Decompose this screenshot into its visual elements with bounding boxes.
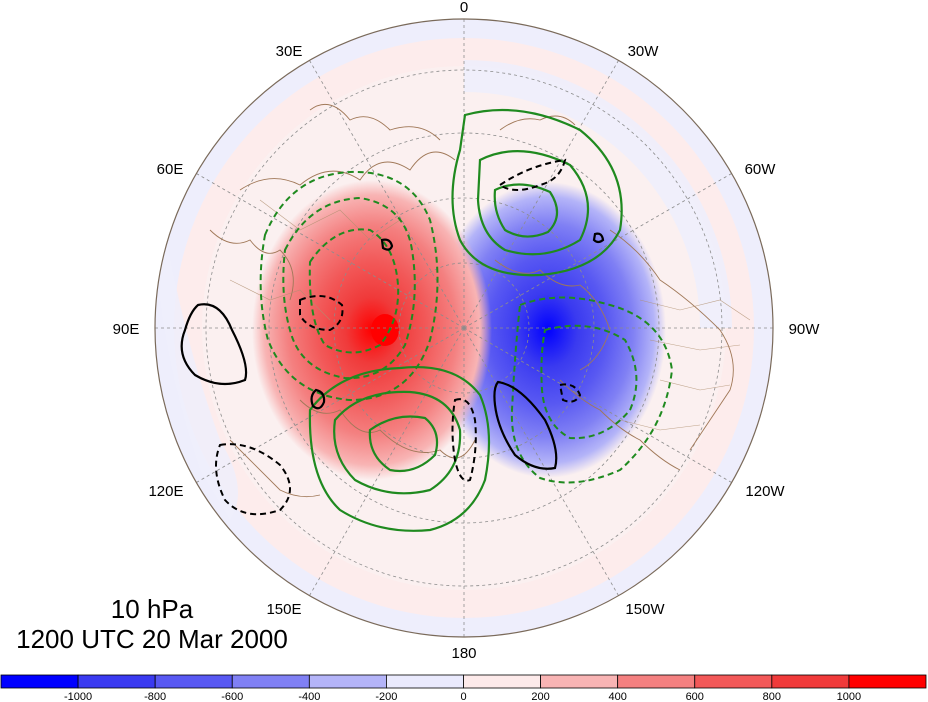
colorbar-tick-label: 1000 xyxy=(837,691,861,702)
black-dashed-far-west xyxy=(215,443,291,516)
lon-label-60e: 60E xyxy=(157,161,184,178)
coastline-europe xyxy=(239,151,456,191)
coastline-north-america xyxy=(609,229,734,451)
contour-north-inner xyxy=(493,183,559,238)
coastline-asia-west xyxy=(209,229,294,301)
map-disk xyxy=(155,19,773,637)
colorbar-tick-label: -400 xyxy=(298,691,320,702)
colorbar-tick-label: 600 xyxy=(686,691,704,702)
longitude-labels: 0 30W 60W 90W 120W 150W 180 150E 120E 90… xyxy=(113,0,821,662)
black-contour-small-1 xyxy=(310,388,326,410)
black-dashed-contours xyxy=(215,158,582,516)
coastline-canada xyxy=(559,379,681,471)
map-boundary xyxy=(154,18,774,638)
contour-south-mid xyxy=(333,390,462,495)
coastline-east-asia xyxy=(229,439,321,498)
black-contours xyxy=(180,232,605,470)
lon-label-180: 180 xyxy=(451,645,476,662)
contour-north-outer xyxy=(451,108,623,277)
political-borders xyxy=(229,199,751,431)
colorbar: -1000 -800 -600 -400 -200 0 200 400 600 800 1000 xyxy=(0,674,927,702)
contour-west-mid xyxy=(282,196,416,380)
black-contour-small-2 xyxy=(380,238,394,251)
colorbar-swatch xyxy=(0,674,79,689)
coastline-iceland xyxy=(499,115,576,131)
colorbar-tick-label: 400 xyxy=(608,691,626,702)
lon-label-150w: 150W xyxy=(625,601,665,618)
lon-label-30w: 30W xyxy=(628,43,660,60)
black-dashed-south xyxy=(451,398,477,482)
lon-label-90e: 90E xyxy=(113,321,140,338)
colorbar-swatch xyxy=(848,674,927,689)
black-contour-90e xyxy=(180,303,248,386)
contour-north-mid xyxy=(476,150,590,256)
colorbar-swatch xyxy=(771,674,850,689)
black-contour-small-3 xyxy=(592,232,605,244)
pressure-level-title: 10 hPa xyxy=(111,594,194,624)
contour-east-outer xyxy=(510,296,674,484)
lon-label-150e: 150E xyxy=(266,601,301,618)
coastline-scandinavia xyxy=(309,103,441,141)
contour-west-outer xyxy=(259,170,439,402)
light-negative-west-band xyxy=(160,200,238,520)
lon-label-90w: 90W xyxy=(789,321,821,338)
lon-label-30e: 30E xyxy=(276,43,303,60)
black-dashed-small xyxy=(558,383,582,403)
colorbar-swatch xyxy=(386,674,464,689)
lon-label-60w: 60W xyxy=(745,161,777,178)
positive-contours-solid xyxy=(308,108,623,532)
lon-label-120w: 120W xyxy=(745,483,785,500)
coastlines xyxy=(209,103,734,498)
colorbar-swatch xyxy=(154,674,233,689)
black-dashed-west xyxy=(299,295,344,332)
date-time-title: 1200 UTC 20 Mar 2000 xyxy=(16,624,288,654)
coastline-siberia xyxy=(299,399,476,459)
light-negative-sector xyxy=(464,60,732,328)
contour-west-inner xyxy=(308,228,400,354)
colorbar-swatch xyxy=(308,674,387,689)
colorbar-swatch xyxy=(617,674,696,689)
colorbar-swatch xyxy=(231,674,310,689)
contour-south-outer xyxy=(308,366,491,532)
lon-label-120e: 120E xyxy=(148,483,183,500)
contour-south-inner xyxy=(368,415,439,473)
negative-contours-dashed xyxy=(259,170,674,484)
colorbar-tick-label: 800 xyxy=(763,691,781,702)
colorbar-swatch xyxy=(463,674,541,689)
colorbar-tick-label: 200 xyxy=(531,691,549,702)
colorbar-swatch xyxy=(694,674,773,689)
colorbar-tick-label: -800 xyxy=(144,691,166,702)
colorbar-tick-label: -200 xyxy=(375,691,397,702)
colorbar-tick-label: 0 xyxy=(460,691,466,702)
colorbar-tick-label: -1000 xyxy=(64,691,92,702)
contour-east-inner xyxy=(540,324,638,440)
coastline-greenland xyxy=(494,259,611,371)
lon-label-0: 0 xyxy=(460,0,468,16)
colorbar-swatch xyxy=(540,674,619,689)
black-dashed-north xyxy=(498,158,567,191)
black-contour-east xyxy=(493,380,558,470)
colorbar-tick-label: -600 xyxy=(221,691,243,702)
colorbar-swatch xyxy=(77,674,156,689)
